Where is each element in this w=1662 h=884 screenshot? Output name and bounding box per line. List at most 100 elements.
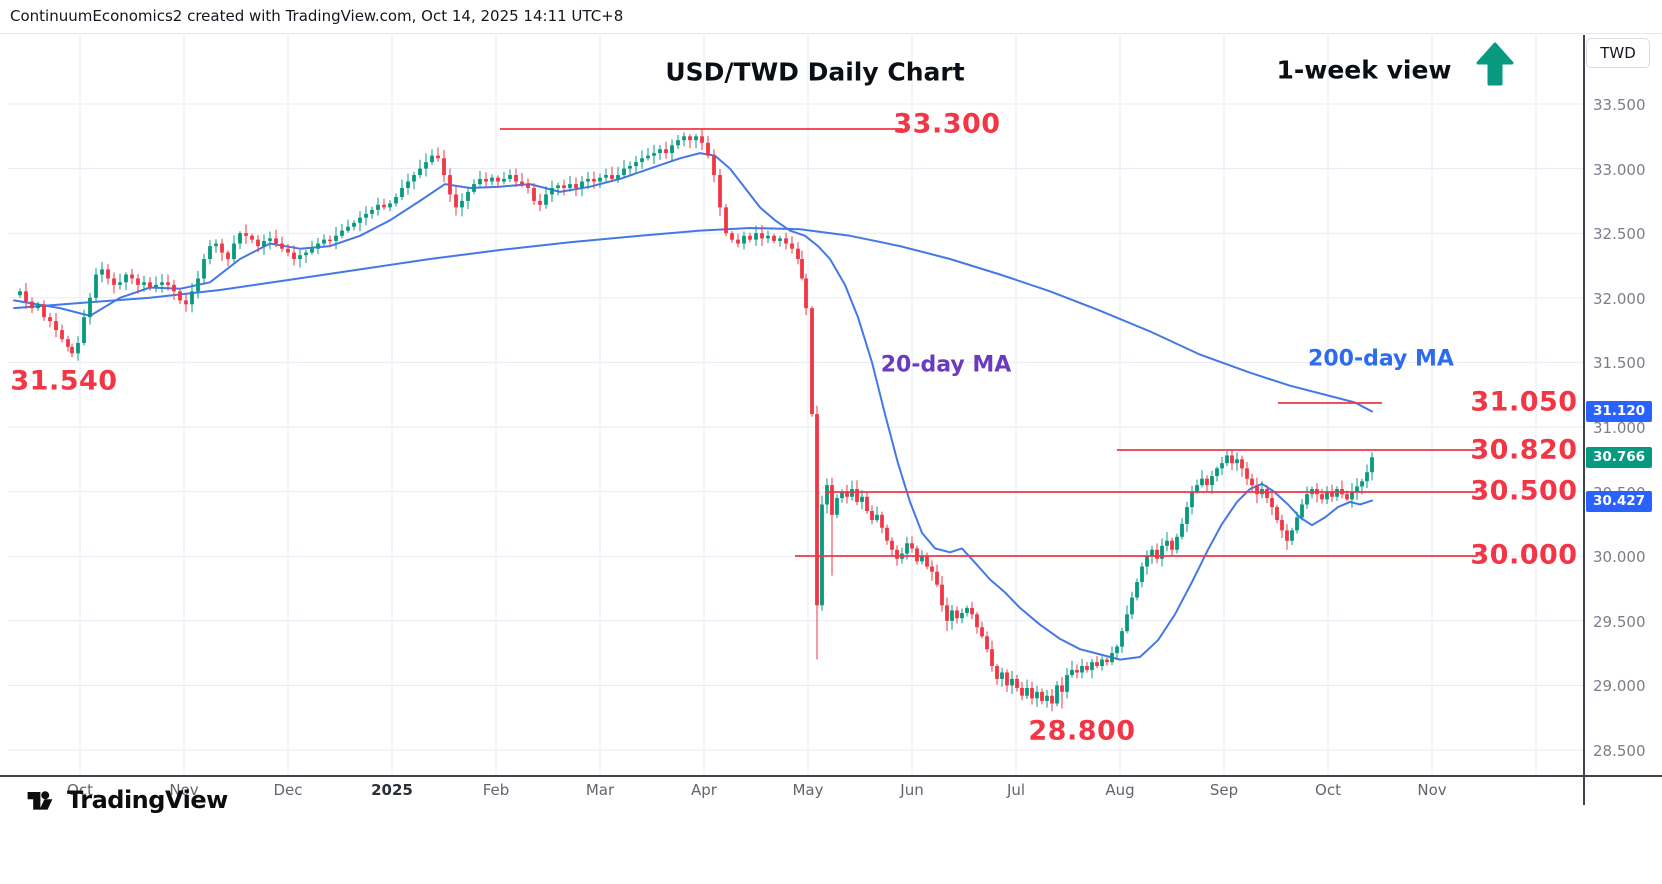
candle-body: [1295, 517, 1299, 531]
candle-body: [766, 235, 770, 239]
time-label-Aug[interactable]: Aug: [1105, 781, 1135, 799]
price-tick-29.000[interactable]: 29.000: [1593, 677, 1646, 696]
candle-body: [568, 184, 572, 188]
price-tick-30.000[interactable]: 30.000: [1593, 548, 1646, 567]
price-tick-32.000[interactable]: 32.000: [1593, 289, 1646, 308]
candle-body: [835, 498, 839, 515]
price-tick-28.500[interactable]: 28.500: [1593, 742, 1646, 760]
time-label-Feb[interactable]: Feb: [482, 781, 510, 799]
candle-body: [925, 556, 929, 567]
candle-body: [940, 584, 944, 606]
time-label-Oct[interactable]: Oct: [1315, 781, 1341, 799]
time-label-2025[interactable]: 2025: [371, 781, 413, 799]
time-label-Dec[interactable]: Dec: [273, 781, 303, 799]
candle-body: [1025, 687, 1029, 696]
candle-body: [930, 566, 934, 572]
candle-body: [364, 213, 368, 218]
time-label-Nov[interactable]: Nov: [169, 781, 199, 799]
price-tick-29.500[interactable]: 29.500: [1593, 612, 1646, 631]
time-label-May[interactable]: May: [792, 781, 824, 799]
time-label-Sep[interactable]: Sep: [1209, 781, 1239, 799]
candle-body: [1055, 685, 1059, 704]
candle-body: [1365, 472, 1369, 482]
candle-body: [1035, 691, 1039, 699]
candle-body: [1045, 695, 1049, 701]
time-label-Apr[interactable]: Apr: [691, 781, 717, 799]
candle-body: [1330, 491, 1334, 497]
candle-body: [1245, 468, 1249, 479]
candle-body: [1320, 494, 1324, 500]
time-label-Jun[interactable]: Jun: [900, 781, 924, 799]
price-tick-31.000[interactable]: 31.000: [1593, 419, 1646, 437]
candle-body: [148, 282, 152, 288]
candle-body: [830, 485, 834, 515]
candle-body: [718, 175, 722, 208]
candle-body: [418, 168, 422, 176]
candle-body: [1250, 478, 1254, 486]
candle-body: [634, 162, 638, 167]
candle-body: [1270, 498, 1274, 508]
candle-body: [995, 666, 999, 679]
candle-body: [406, 181, 410, 188]
ma-label-20-day-MA: 20-day MA: [880, 352, 1012, 378]
candle-body: [60, 330, 64, 340]
candle-body: [550, 187, 554, 195]
candle-body: [790, 243, 794, 249]
candle-body: [772, 235, 776, 241]
price-tick-31.500[interactable]: 31.500: [1593, 354, 1646, 373]
candle-body: [94, 274, 98, 298]
ma-label-200-day-MA: 200-day MA: [1308, 346, 1454, 372]
candle-body: [466, 191, 470, 201]
time-label-Oct[interactable]: Oct: [67, 781, 93, 799]
tradingview-watermark[interactable]: TradingView: [26, 784, 228, 816]
price-tick-32.500[interactable]: 32.500: [1593, 225, 1646, 244]
candle-body: [1060, 685, 1064, 692]
symbol-button[interactable]: TWD: [1586, 38, 1650, 68]
candle-body: [208, 246, 212, 260]
ma200-line: [13, 227, 1373, 413]
price-tick-33.000[interactable]: 33.000: [1593, 160, 1646, 179]
candle-body: [658, 149, 662, 154]
candle-body: [855, 489, 859, 502]
candle-body: [1280, 520, 1284, 531]
candle-body: [526, 184, 530, 188]
price-badge-30.427: 30.427: [1586, 490, 1652, 512]
candle-body: [346, 226, 350, 231]
candle-body: [784, 238, 788, 244]
candle-body: [76, 343, 80, 354]
candle-body: [1220, 463, 1224, 469]
candle-body: [352, 222, 356, 227]
candle-body: [1110, 653, 1114, 663]
candle-body: [796, 248, 800, 260]
price-axis-separator[interactable]: [1583, 35, 1585, 805]
candle-body: [394, 197, 398, 204]
candle-body: [845, 491, 849, 497]
candle-body: [712, 155, 716, 176]
candle-body: [1215, 468, 1219, 477]
candle-body: [484, 178, 488, 182]
candle-body: [980, 627, 984, 637]
candle-body: [328, 239, 332, 242]
candle-body: [1125, 614, 1129, 632]
candle-body: [1370, 457, 1374, 473]
candle-body: [1165, 540, 1169, 546]
candle-body: [1180, 523, 1184, 537]
candle-body: [1090, 662, 1094, 670]
time-label-Jul[interactable]: Jul: [1006, 781, 1026, 799]
candle-body: [1300, 504, 1304, 518]
candle-body: [238, 233, 242, 244]
candle-body: [196, 278, 200, 292]
candle-body: [36, 304, 40, 309]
candle-body: [142, 282, 146, 285]
candle-body: [694, 136, 698, 141]
candle-body: [985, 636, 989, 650]
time-axis-separator[interactable]: [0, 775, 1662, 777]
candle-body: [1100, 659, 1104, 667]
time-label-Nov[interactable]: Nov: [1417, 781, 1447, 799]
candle-body: [496, 177, 500, 182]
price-tick-33.500[interactable]: 33.500: [1593, 96, 1646, 114]
candle-body: [1145, 556, 1149, 567]
candle-body: [286, 248, 290, 253]
time-label-Mar[interactable]: Mar: [585, 781, 615, 799]
